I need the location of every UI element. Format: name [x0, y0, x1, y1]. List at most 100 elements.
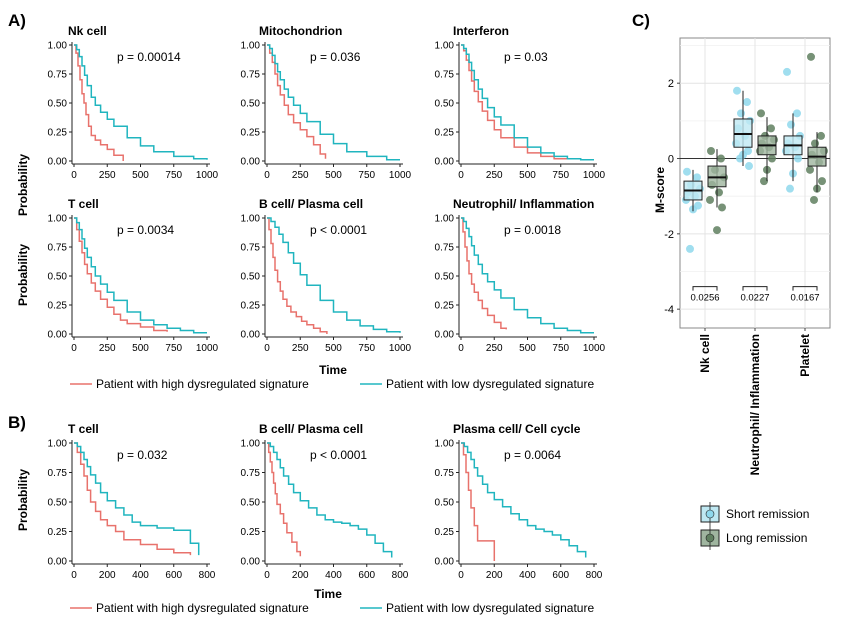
km-x-tick-label: 400	[519, 570, 536, 581]
boxplot-y-tick-label: 2	[668, 78, 674, 90]
km-x-tick-label: 1000	[389, 170, 412, 181]
km-y-tick-label: 0.00	[241, 330, 261, 341]
point-long	[717, 154, 725, 163]
point-long	[807, 52, 815, 61]
km-y-tick-label: 0.75	[435, 70, 455, 81]
km-x-tick-label: 1000	[583, 343, 606, 354]
legend-c-long-label: Long remission	[726, 531, 807, 545]
sig-bracket	[692, 286, 718, 291]
km-x-tick-label: 750	[552, 343, 569, 354]
km-curve-low	[461, 44, 594, 161]
km-y-tick-label: 0.75	[48, 243, 68, 254]
km-x-tick-label: 750	[165, 170, 182, 181]
km-panel-2: Mitochondrion p = 0.036 0.00 0.25 0.50 0.75 1.…	[241, 24, 412, 181]
km-panel-6: Neutrophil/ Inflammation p = 0.0018 0.00 0.…	[435, 197, 606, 354]
km-panel-3: Interferon p = 0.03 0.00 0.25 0.50 0.75 1.00 0 2…	[435, 24, 606, 181]
km-y-tick-label: 0.50	[48, 498, 68, 509]
km-curve-high	[267, 217, 328, 334]
km-x-tick-label: 600	[165, 570, 182, 581]
km-x-tick-label: 1000	[196, 343, 219, 354]
panel-label-a: A)	[8, 11, 26, 30]
km-title: Interferon	[453, 24, 509, 38]
y-axis-title-b: Probability	[16, 469, 30, 531]
point-short	[733, 86, 741, 95]
km-pvalue: p = 0.0064	[504, 448, 561, 462]
km-x-tick-label: 800	[392, 570, 409, 581]
km-x-tick-label: 0	[458, 343, 464, 354]
km-curve-low	[267, 44, 400, 161]
km-x-tick-label: 500	[132, 170, 149, 181]
km-panel-8: B cell/ Plasma cell p < 0.0001 0.00 0.25 0.5…	[241, 422, 409, 581]
km-x-tick-label: 0	[71, 170, 77, 181]
km-panel-9: Plasma cell/ Cell cycle p = 0.0064 0.00 0.2…	[435, 422, 603, 581]
km-y-tick-label: 0.25	[241, 527, 261, 538]
km-curve-low	[461, 442, 587, 558]
km-x-tick-label: 500	[519, 343, 536, 354]
km-x-tick-label: 250	[292, 343, 309, 354]
km-curve-low	[74, 44, 208, 160]
km-panel-5: B cell/ Plasma cell p < 0.0001 0.00 0.25 0.5…	[241, 197, 412, 354]
km-y-tick-label: 0.00	[48, 330, 68, 341]
sig-bracket	[742, 286, 768, 291]
km-y-tick-label: 1.00	[435, 214, 455, 225]
sig-pvalue: 0.0167	[790, 293, 819, 304]
km-title: B cell/ Plasma cell	[259, 422, 363, 436]
km-y-tick-label: 1.00	[241, 41, 261, 52]
boxplot-y-tick-label: 0	[668, 154, 674, 166]
km-y-tick-label: 0.25	[48, 527, 68, 538]
x-axis-title-b: Time	[314, 587, 342, 601]
panel-label-b: B)	[8, 413, 26, 432]
km-y-tick-label: 0.00	[435, 157, 455, 168]
km-curve-high	[267, 442, 302, 557]
km-pvalue: p = 0.036	[310, 50, 361, 64]
sig-pvalue: 0.0256	[690, 293, 719, 304]
km-x-tick-label: 800	[586, 570, 603, 581]
charts-layer: Nk cell p = 0.00014 0.00 0.25 0.50 0.75 1.00 0 2…	[48, 24, 831, 581]
point-short	[786, 184, 794, 193]
km-y-tick-label: 0.25	[241, 128, 261, 139]
km-x-tick-label: 500	[132, 343, 149, 354]
km-x-tick-label: 200	[99, 570, 116, 581]
km-y-tick-label: 1.00	[48, 41, 68, 52]
y-axis-title-c: M-score	[653, 167, 667, 213]
km-title: T cell	[68, 422, 99, 436]
km-title: B cell/ Plasma cell	[259, 197, 363, 211]
boxplot-y-tick-label: -2	[664, 229, 674, 241]
km-y-tick-label: 0.00	[241, 157, 261, 168]
km-y-tick-label: 0.00	[435, 557, 455, 568]
km-curve-high	[74, 217, 168, 332]
km-curve-high	[74, 442, 192, 556]
km-x-tick-label: 750	[358, 170, 375, 181]
point-long	[760, 177, 768, 186]
point-long	[767, 124, 775, 133]
km-curve-high	[461, 442, 496, 561]
km-x-tick-label: 250	[486, 170, 503, 181]
boxplot-category-label: Platelet	[798, 334, 812, 377]
km-x-tick-label: 750	[358, 343, 375, 354]
km-curve-low	[267, 442, 393, 558]
point-short	[794, 154, 802, 163]
point-long	[707, 146, 715, 155]
point-short	[737, 109, 745, 118]
km-curve-high	[267, 44, 327, 159]
km-x-tick-label: 500	[519, 170, 536, 181]
km-x-tick-label: 0	[458, 170, 464, 181]
km-x-tick-label: 0	[458, 570, 464, 581]
km-y-tick-label: 1.00	[435, 439, 455, 450]
km-panel-7: T cell p = 0.032 0.00 0.25 0.50 0.75 1.00 0 200 4…	[48, 422, 216, 581]
km-x-tick-label: 400	[132, 570, 149, 581]
km-y-tick-label: 1.00	[241, 439, 261, 450]
km-title: T cell	[68, 197, 99, 211]
km-y-tick-label: 0.75	[48, 468, 68, 479]
point-long	[806, 165, 814, 174]
point-short	[787, 120, 795, 129]
km-x-tick-label: 400	[325, 570, 342, 581]
km-y-tick-label: 0.50	[241, 272, 261, 283]
point-long	[810, 195, 818, 204]
km-x-tick-label: 250	[292, 170, 309, 181]
panel-label-c: C)	[632, 11, 650, 30]
km-pvalue: p = 0.0034	[117, 223, 174, 237]
sig-bracket	[792, 286, 818, 291]
km-curve-high	[74, 44, 124, 161]
